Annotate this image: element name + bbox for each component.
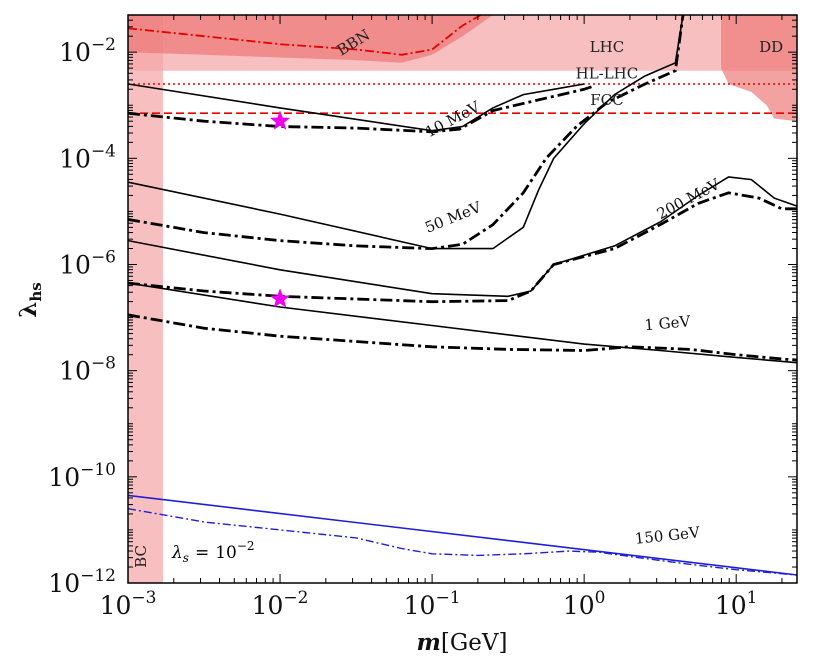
y-tick-label: 10−4 [59,141,116,173]
region-dd [721,15,797,122]
region-label-dd: DD [759,38,783,56]
y-tick-label-exponent: −4 [91,141,116,161]
x-tick-label-exponent: −1 [435,588,460,608]
y-tick-label-mantissa: 10 [59,357,91,386]
plot-frame [127,14,798,584]
x-axis-title: m[GeV] [417,629,508,656]
y-axis-subscript: hs [27,282,45,301]
y-tick-label-exponent: −8 [91,354,116,374]
series-150-gev-solid [128,494,797,576]
region-bbn [128,15,493,63]
x-tick-label-exponent: 1 [747,588,758,608]
series-150-gev-dashdot [128,508,797,576]
x-tick-label: 10−3 [100,588,157,620]
series-50-mev-solid [128,15,684,250]
x-tick-label-mantissa: 10 [100,591,132,620]
y-tick-label-mantissa: 10 [59,38,91,67]
x-tick-label-mantissa: 10 [252,591,284,620]
y-tick-label-exponent: −12 [80,566,116,586]
lambda-s-annotation: λs = 10−2 [171,539,255,565]
y-tick-label-exponent: −2 [91,35,116,55]
y-tick-label-mantissa: 10 [59,250,91,279]
y-tick-label: 10−8 [59,354,116,386]
y-tick-label-mantissa: 10 [48,463,80,492]
x-tick-label-exponent: −3 [131,588,156,608]
series-1-gev-solid [128,282,797,364]
series-50-mev-dashdot [128,15,685,251]
y-tick-label-exponent: −6 [91,247,116,267]
lambda-s-equals: = [195,543,209,563]
line-label-hl-lhc: HL-LHC [576,65,639,83]
series-label-1-gev: 1 GeV [644,312,693,334]
region-bc [128,15,163,583]
series-10-mev-solid [128,83,585,132]
x-tick-label-mantissa: 10 [563,591,595,620]
series-10-mev-dashdot [128,85,593,134]
series-label-150-gev: 150 GeV [634,523,702,548]
region-label-bc: BC [132,545,150,568]
y-tick-label-exponent: −10 [80,460,116,480]
lambda-s-exponent: −2 [237,539,255,553]
y-axis-symbol: λ [15,302,42,318]
x-tick-label-exponent: −2 [283,588,308,608]
y-tick-label-mantissa: 10 [59,144,91,173]
y-axis-title: λhs [15,282,45,318]
x-tick-label: 101 [715,588,758,620]
x-tick-label-mantissa: 10 [404,591,436,620]
series-200-mev-dashdot [128,191,797,304]
x-tick-label-exponent: 0 [595,588,606,608]
line-label-fcc: FCC [590,91,623,109]
y-tick-label: 10−10 [48,460,116,492]
bbn-dashdot-line [128,15,482,56]
marker-star-10mev [269,110,291,130]
series-1-gev-dashdot [128,313,797,362]
x-tick-label-mantissa: 10 [715,591,747,620]
y-tick-label: 10−6 [59,247,116,279]
marker-star-1gev [269,288,291,308]
series-200-mev-solid [128,176,797,298]
x-axis-unit: [GeV] [441,630,508,656]
x-tick-label: 10−1 [404,588,461,620]
x-tick-label: 10−2 [252,588,309,620]
y-tick-label-mantissa: 10 [48,569,80,598]
y-tick-label: 10−2 [59,35,116,67]
lambda-s-mantissa: 10 [215,543,237,563]
lambda-s-subscript: s [183,551,189,565]
x-tick-label: 100 [563,588,606,620]
series-label-50-mev: 50 MeV [422,198,484,237]
region-label-lhc: LHC [590,38,625,56]
x-axis-symbol: m [417,629,441,656]
lambda-s-symbol: λ [171,543,183,563]
y-tick-label: 10−12 [48,566,116,598]
